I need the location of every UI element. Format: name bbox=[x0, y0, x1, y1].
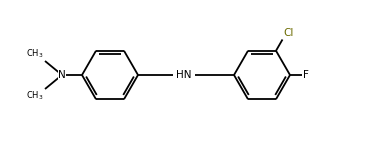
Text: HN: HN bbox=[176, 70, 192, 80]
Text: CH$_3$: CH$_3$ bbox=[26, 90, 44, 102]
Text: F: F bbox=[303, 70, 309, 80]
Text: CH$_3$: CH$_3$ bbox=[26, 48, 44, 60]
Text: Cl: Cl bbox=[283, 28, 294, 39]
Text: N: N bbox=[58, 70, 66, 80]
